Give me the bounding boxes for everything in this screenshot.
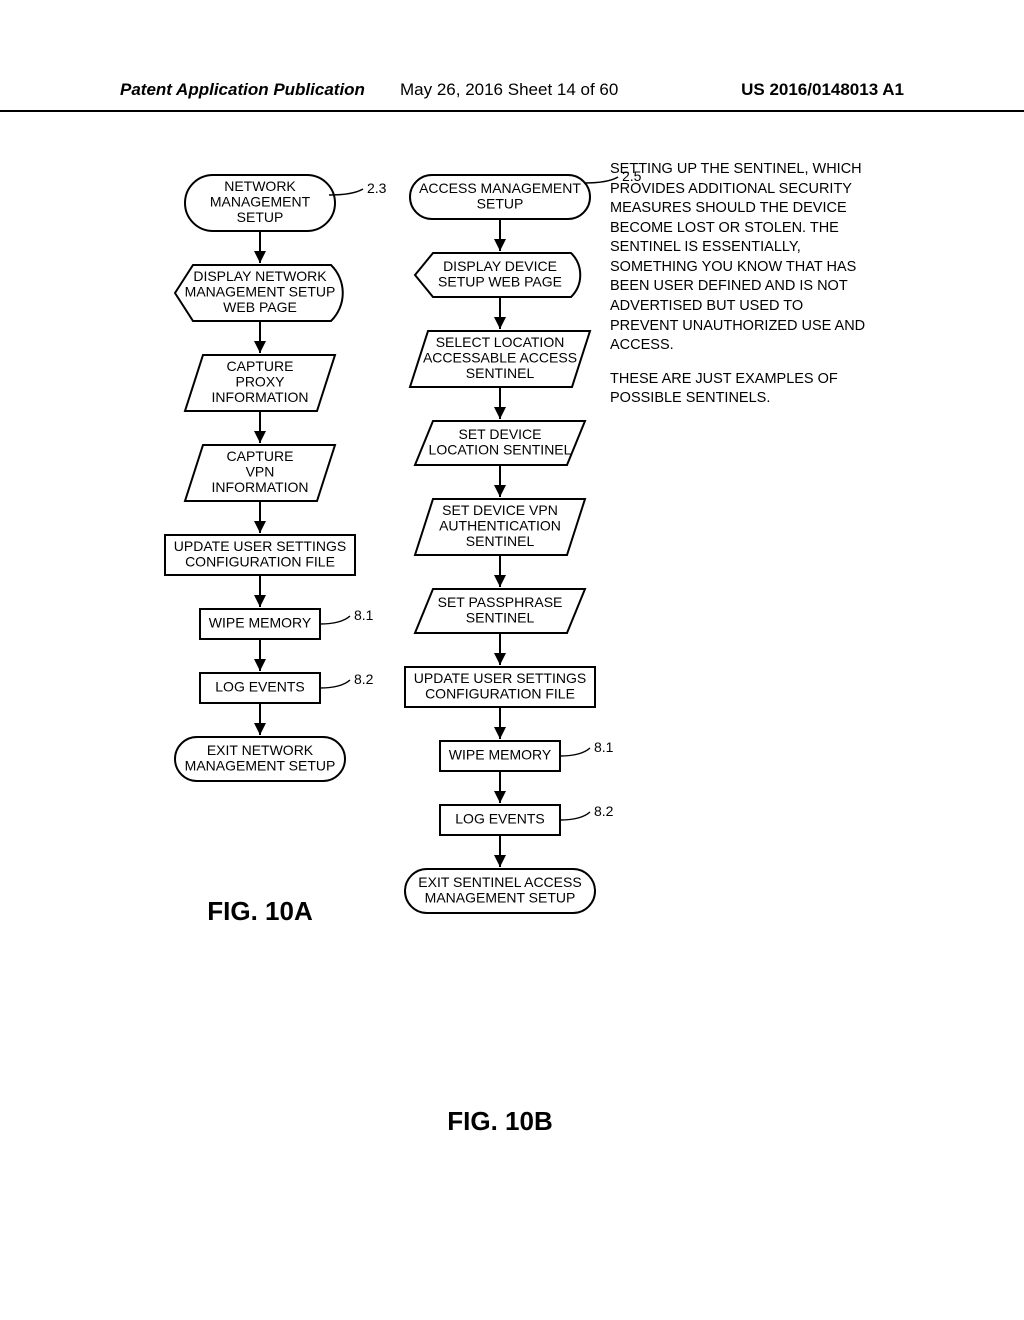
svg-text:SET PASSPHRASE: SET PASSPHRASE <box>438 594 563 610</box>
page-header: Patent Application Publication May 26, 2… <box>0 80 1024 112</box>
svg-text:LOG EVENTS: LOG EVENTS <box>455 811 544 827</box>
svg-text:SET DEVICE VPN: SET DEVICE VPN <box>442 502 558 518</box>
svg-text:DISPLAY DEVICE: DISPLAY DEVICE <box>443 258 557 274</box>
svg-text:CONFIGURATION FILE: CONFIGURATION FILE <box>425 685 575 701</box>
svg-text:EXIT NETWORK: EXIT NETWORK <box>207 742 314 758</box>
svg-text:SENTINEL: SENTINEL <box>466 533 535 549</box>
svg-text:FIG. 10B: FIG. 10B <box>447 1106 552 1136</box>
svg-text:8.2: 8.2 <box>354 671 374 687</box>
header-right: US 2016/0148013 A1 <box>741 80 904 100</box>
svg-text:2.3: 2.3 <box>367 180 387 196</box>
svg-text:SELECT LOCATION: SELECT LOCATION <box>436 334 565 350</box>
annotation-para1: SETTING UP THE SENTINEL, WHICH PROVIDES … <box>610 160 870 356</box>
svg-text:EXIT SENTINEL ACCESS: EXIT SENTINEL ACCESS <box>418 874 581 890</box>
svg-text:8.1: 8.1 <box>354 607 374 623</box>
svg-text:UPDATE USER SETTINGS: UPDATE USER SETTINGS <box>174 538 346 554</box>
svg-text:8.1: 8.1 <box>594 739 614 755</box>
header-middle: May 26, 2016 Sheet 14 of 60 <box>400 80 618 100</box>
svg-text:SETUP: SETUP <box>237 209 284 225</box>
svg-text:ACCESS MANAGEMENT: ACCESS MANAGEMENT <box>419 180 581 196</box>
svg-text:MANAGEMENT SETUP: MANAGEMENT SETUP <box>185 757 336 773</box>
svg-text:SET DEVICE: SET DEVICE <box>459 426 542 442</box>
svg-text:AUTHENTICATION: AUTHENTICATION <box>439 518 561 534</box>
svg-text:SETUP WEB PAGE: SETUP WEB PAGE <box>438 273 562 289</box>
svg-text:CAPTURE: CAPTURE <box>227 358 294 374</box>
svg-text:INFORMATION: INFORMATION <box>212 389 309 405</box>
svg-text:MANAGEMENT SETUP: MANAGEMENT SETUP <box>425 889 576 905</box>
svg-text:MANAGEMENT SETUP: MANAGEMENT SETUP <box>185 284 336 300</box>
svg-text:CAPTURE: CAPTURE <box>227 448 294 464</box>
svg-text:PROXY: PROXY <box>235 374 285 390</box>
svg-text:INFORMATION: INFORMATION <box>212 479 309 495</box>
svg-text:CONFIGURATION FILE: CONFIGURATION FILE <box>185 553 335 569</box>
svg-text:WIPE MEMORY: WIPE MEMORY <box>449 747 552 763</box>
svg-text:8.2: 8.2 <box>594 803 614 819</box>
svg-text:FIG. 10A: FIG. 10A <box>207 896 313 926</box>
svg-text:SENTINEL: SENTINEL <box>466 365 535 381</box>
svg-text:LOCATION SENTINEL: LOCATION SENTINEL <box>429 441 572 457</box>
svg-text:WEB PAGE: WEB PAGE <box>223 299 297 315</box>
header-left: Patent Application Publication <box>120 80 365 100</box>
svg-text:LOG EVENTS: LOG EVENTS <box>215 679 304 695</box>
svg-text:DISPLAY NETWORK: DISPLAY NETWORK <box>193 268 327 284</box>
svg-text:WIPE MEMORY: WIPE MEMORY <box>209 615 312 631</box>
annotation-para2: THESE ARE JUST EXAMPLES OF POSSIBLE SENT… <box>610 370 870 409</box>
svg-text:UPDATE USER SETTINGS: UPDATE USER SETTINGS <box>414 670 586 686</box>
svg-text:NETWORK: NETWORK <box>224 178 296 194</box>
svg-text:SETUP: SETUP <box>477 195 524 211</box>
svg-text:ACCESSABLE ACCESS: ACCESSABLE ACCESS <box>423 350 577 366</box>
annotation-block: SETTING UP THE SENTINEL, WHICH PROVIDES … <box>610 160 870 423</box>
svg-text:VPN: VPN <box>246 464 275 480</box>
svg-text:MANAGEMENT: MANAGEMENT <box>210 194 311 210</box>
svg-text:SENTINEL: SENTINEL <box>466 609 535 625</box>
